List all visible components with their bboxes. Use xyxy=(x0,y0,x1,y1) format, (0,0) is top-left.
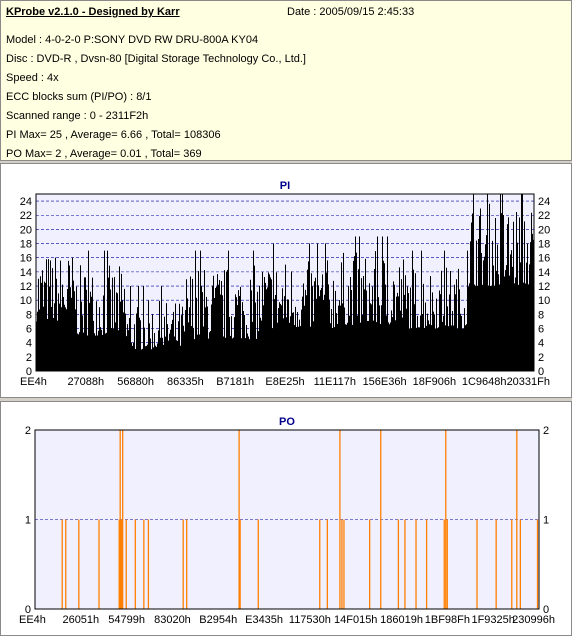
po-y-tick-right: 0 xyxy=(543,604,549,616)
pi-y-tick-right: 18 xyxy=(538,239,550,251)
po-y-tick-right: 2 xyxy=(543,425,549,437)
pi-y-tick-right: 8 xyxy=(538,309,544,321)
info-po-summary: PO Max= 2 , Average= 0.01 , Total= 369 xyxy=(6,148,202,160)
po-x-tick-label: E3435h xyxy=(245,614,283,626)
info-speed: Speed : 4x xyxy=(6,72,59,84)
po-x-tick-label: 26051h xyxy=(62,614,99,626)
po-chart: PO 0 0 1 1 2 2 EE4h 26051h 54799h 83020h B2954h E343… xyxy=(19,416,555,626)
po-y-tick-right: 1 xyxy=(543,515,549,527)
pi-y-tick-left: 6 xyxy=(26,324,32,336)
pi-x-tick-label: 18F906h xyxy=(413,376,456,388)
info-disc: Disc : DVD-R , Dvsn-80 [Digital Storage … xyxy=(6,53,306,65)
po-y-tick-left: 1 xyxy=(25,515,31,527)
pi-x-tick-label: B7181h xyxy=(216,376,254,388)
pi-y-tick-left: 0 xyxy=(26,366,32,378)
pi-chart-title: PI xyxy=(280,180,290,192)
po-x-tick-label: 1F9325h xyxy=(471,614,514,626)
pi-y-tick-right: 12 xyxy=(538,281,550,293)
po-x-tick-label: B2954h xyxy=(199,614,237,626)
pi-y-tick-right: 22 xyxy=(538,210,550,222)
pi-plot-border xyxy=(35,193,535,372)
pi-y-tick-left: 2 xyxy=(26,352,32,364)
pi-x-tick-label: 27088h xyxy=(67,376,104,388)
po-x-tick-label: 83020h xyxy=(154,614,191,626)
po-x-tick-label: 117530h xyxy=(289,614,331,626)
po-plot-border xyxy=(34,429,540,610)
pi-y-tick-right: 16 xyxy=(538,253,550,265)
pi-y-tick-right: 14 xyxy=(538,267,550,279)
pi-y-tick-left: 4 xyxy=(26,338,32,350)
pi-y-tick-right: 2 xyxy=(538,352,544,364)
app-title: KProbe v2.1.0 - Designed by Karr xyxy=(6,6,180,18)
pi-y-tick-right: 20 xyxy=(538,224,550,236)
pi-y-tick-left: 18 xyxy=(20,239,32,251)
pi-y-tick-left: 24 xyxy=(20,196,32,208)
pi-x-tick-label: EE4h xyxy=(20,376,47,388)
pi-y-tick-left: 14 xyxy=(20,267,32,279)
po-x-tick-label: 1BF98Fh xyxy=(425,614,470,626)
po-x-tick-label: 186019h xyxy=(380,614,423,626)
info-ecc-blocks: ECC blocks sum (PI/PO) : 8/1 xyxy=(6,91,152,103)
info-pi-summary: PI Max= 25 , Average= 6.66 , Total= 1083… xyxy=(6,129,221,141)
pi-y-tick-left: 10 xyxy=(20,295,32,307)
pi-x-tick-label: 56880h xyxy=(117,376,154,388)
po-x-tick-label: 14F015h xyxy=(334,614,377,626)
info-scanned-range: Scanned range : 0 - 2311F2h xyxy=(6,110,149,122)
po-chart-title: PO xyxy=(279,416,295,428)
pi-y-tick-right: 10 xyxy=(538,295,550,307)
pi-x-tick-label: 86335h xyxy=(167,376,204,388)
pi-x-tick-label: 156E36h xyxy=(363,376,407,388)
pi-y-tick-left: 12 xyxy=(20,281,32,293)
pi-x-tick-label: E8E25h xyxy=(265,376,304,388)
pi-y-tick-right: 24 xyxy=(538,196,550,208)
pi-y-tick-left: 22 xyxy=(20,210,32,222)
po-x-tick-label: EE4h xyxy=(19,614,46,626)
po-x-tick-label: 54799h xyxy=(108,614,145,626)
info-model: Model : 4-0-2-0 P:SONY DVD RW DRU-800A K… xyxy=(6,34,259,46)
pi-y-tick-right: 4 xyxy=(538,338,544,350)
pi-y-tick-right: 6 xyxy=(538,324,544,336)
scan-date: Date : 2005/09/15 2:45:33 xyxy=(287,6,415,18)
pi-x-tick-label: 1C9648h xyxy=(462,376,507,388)
pi-y-tick-left: 20 xyxy=(20,224,32,236)
pi-chart-panel: PI 0 0 2 2 4 4 6 6 8 8 10 10 12 12 14 14 16 16 18 18 20 20 22 22… xyxy=(0,163,572,398)
pi-x-tick-label: 11E117h xyxy=(314,376,356,388)
pi-y-tick-left: 8 xyxy=(26,309,32,321)
info-panel: KProbe v2.1.0 - Designed by Karr Date : … xyxy=(0,0,572,161)
pi-y-tick-right: 0 xyxy=(538,366,544,378)
pi-y-tick-left: 16 xyxy=(20,253,32,265)
po-y-tick-left: 0 xyxy=(25,604,31,616)
po-x-tick-label: 230996h xyxy=(512,614,555,626)
po-y-tick-left: 2 xyxy=(25,425,31,437)
pi-x-tick-label: 20331Fh xyxy=(507,376,550,388)
po-chart-panel: PO 0 0 1 1 2 2 EE4h 26051h 54799h 83020h B2954h E343… xyxy=(0,401,572,636)
